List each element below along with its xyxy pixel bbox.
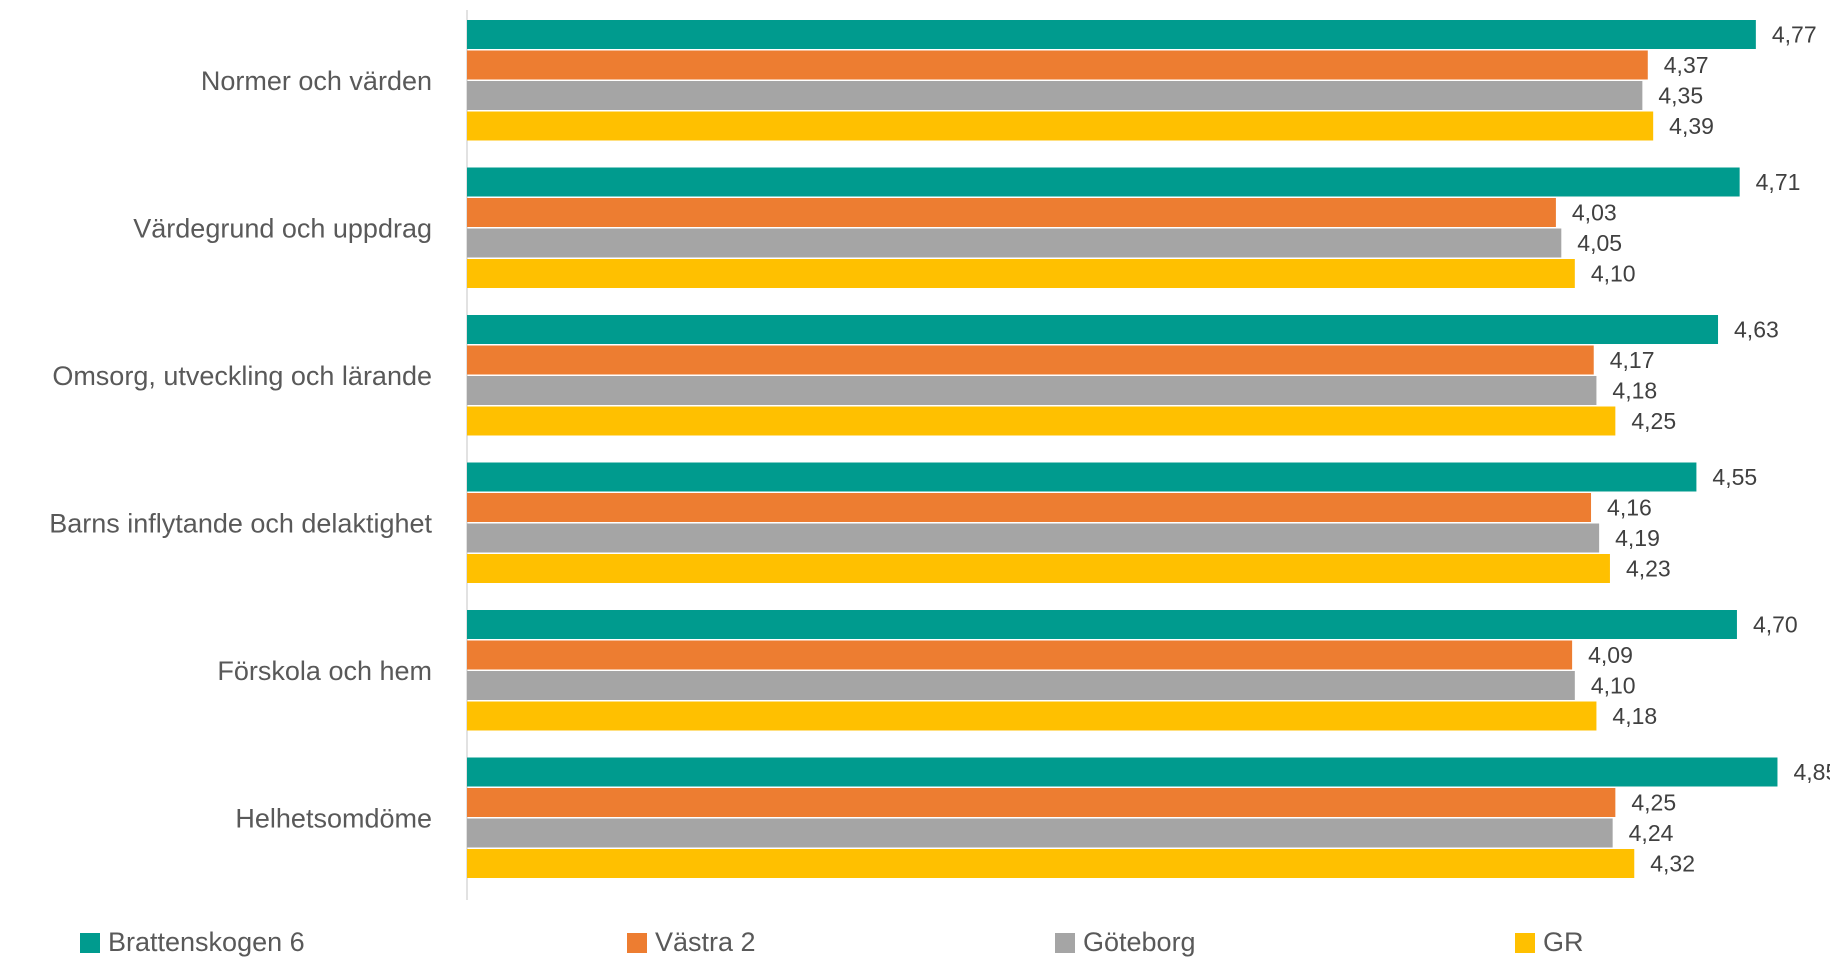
bar-vastra-2 (467, 788, 1616, 817)
data-label: 4,37 (1664, 52, 1709, 78)
bar-goteborg (467, 376, 1597, 405)
bar-vastra-2 (467, 198, 1556, 227)
legend-label: Västra 2 (655, 927, 756, 957)
bar-vastra-2 (467, 493, 1592, 522)
bar-vastra-2 (467, 345, 1594, 375)
bar-gr (467, 259, 1575, 288)
bar-gr (467, 111, 1654, 141)
legend-item-vastra: Västra 2 (627, 925, 756, 960)
bars-group (467, 20, 1778, 878)
legend-swatch-icon (1055, 932, 1075, 953)
bar-brattenskogen-6 (467, 757, 1778, 787)
bar-gr (467, 701, 1597, 731)
data-label: 4,18 (1612, 703, 1657, 729)
bar-goteborg (467, 228, 1562, 258)
data-label: 4,24 (1629, 820, 1674, 846)
data-label: 4,32 (1650, 851, 1695, 877)
data-label: 4,10 (1591, 673, 1636, 699)
legend-item-gr: GR (1515, 925, 1584, 960)
data-label: 4,03 (1572, 200, 1617, 226)
category-label: Helhetsomdöme (235, 804, 432, 834)
bar-gr (467, 849, 1635, 878)
data-label: 4,63 (1734, 317, 1779, 343)
data-label: 4,70 (1753, 612, 1798, 638)
legend-label: GR (1543, 927, 1584, 957)
bar-brattenskogen-6 (467, 462, 1697, 492)
bar-chart: Normer och värden Värdegrund och uppdrag O… (49, 10, 1830, 900)
category-label: Barns inflytande och delaktighet (49, 509, 432, 539)
data-label: 4,18 (1612, 378, 1657, 404)
data-label: 4,39 (1669, 113, 1714, 139)
data-label: 4,55 (1712, 464, 1757, 490)
legend-item-goteborg: Göteborg (1055, 925, 1196, 960)
bar-goteborg (467, 671, 1575, 700)
bar-brattenskogen-6 (467, 315, 1719, 344)
category-label: Omsorg, utveckling och lärande (52, 361, 432, 391)
legend-label: Göteborg (1083, 927, 1196, 957)
legend: Brattenskogen 6 Västra 2 Göteborg GR (0, 925, 1830, 960)
bar-vastra-2 (467, 640, 1573, 670)
data-label: 4,23 (1626, 556, 1671, 582)
data-label: 4,25 (1631, 790, 1676, 816)
bar-gr (467, 554, 1610, 583)
legend-swatch-icon (1515, 932, 1535, 953)
data-label: 4,10 (1591, 261, 1636, 287)
data-label: 4,85 (1793, 759, 1830, 785)
data-label: 4,71 (1756, 169, 1801, 195)
bar-vastra-2 (467, 50, 1648, 80)
bar-brattenskogen-6 (467, 167, 1740, 197)
category-label: Förskola och hem (217, 656, 432, 686)
bar-goteborg (467, 818, 1613, 848)
bar-goteborg (467, 81, 1643, 110)
legend-swatch-icon (627, 932, 647, 953)
legend-swatch-icon (80, 932, 100, 953)
bar-goteborg (467, 523, 1600, 553)
bar-brattenskogen-6 (467, 20, 1756, 49)
data-label: 4,25 (1631, 408, 1676, 434)
data-label: 4,35 (1658, 83, 1703, 109)
bar-brattenskogen-6 (467, 610, 1737, 639)
data-label: 4,19 (1615, 525, 1660, 551)
category-label: Värdegrund och uppdrag (133, 214, 432, 244)
data-label: 4,16 (1607, 495, 1652, 521)
data-label: 4,17 (1610, 347, 1655, 373)
data-label: 4,05 (1577, 230, 1622, 256)
value-labels-group: 4,77 4,37 4,35 4,39 4,71 4,03 4,05 4,10 4,63 4,17… (1572, 22, 1830, 877)
legend-item-brattenskogen: Brattenskogen 6 (80, 925, 305, 960)
bar-gr (467, 406, 1616, 436)
category-labels-group: Normer och värden Värdegrund och uppdrag O… (49, 66, 432, 834)
data-label: 4,77 (1772, 22, 1817, 48)
category-label: Normer och värden (201, 66, 432, 96)
legend-label: Brattenskogen 6 (108, 927, 305, 957)
data-label: 4,09 (1588, 642, 1633, 668)
